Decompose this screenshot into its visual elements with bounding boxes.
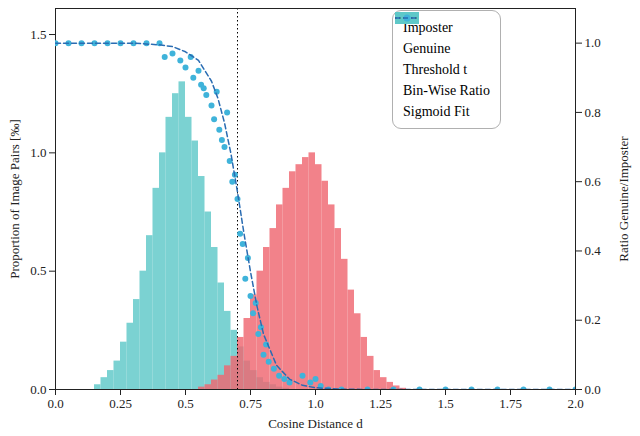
html-text:Genuine: Genuine bbox=[403, 40, 451, 56]
html-text:Sigmoid Fit: Sigmoid Fit bbox=[403, 103, 470, 119]
html-text:Threshold t: Threshold t bbox=[403, 61, 468, 77]
svg-text:2.0: 2.0 bbox=[567, 396, 583, 411]
svg-text:0.75: 0.75 bbox=[239, 396, 262, 411]
svg-text:0.5: 0.5 bbox=[30, 263, 46, 278]
svg-text:0.4: 0.4 bbox=[585, 243, 602, 258]
svg-text:0.5: 0.5 bbox=[177, 396, 193, 411]
svg-text:0.6: 0.6 bbox=[585, 174, 602, 189]
svg-text:1.0: 1.0 bbox=[307, 396, 323, 411]
svg-text:1.0: 1.0 bbox=[585, 35, 601, 50]
html-text:Imposter: Imposter bbox=[403, 19, 453, 35]
svg-text:0.0: 0.0 bbox=[30, 382, 46, 397]
svg-text:0.25: 0.25 bbox=[109, 396, 132, 411]
svg-text:1.25: 1.25 bbox=[369, 396, 392, 411]
svg-text:0.8: 0.8 bbox=[585, 105, 601, 120]
svg-text:1.0: 1.0 bbox=[30, 145, 46, 160]
svg-text:Cosine Distance d: Cosine Distance d bbox=[268, 416, 363, 431]
svg-text:1.5: 1.5 bbox=[437, 396, 453, 411]
svg-text:0.0: 0.0 bbox=[585, 382, 601, 397]
html-text:Bin-Wise Ratio: Bin-Wise Ratio bbox=[403, 82, 490, 98]
svg-text:1.75: 1.75 bbox=[499, 396, 522, 411]
svg-text:0.0: 0.0 bbox=[47, 396, 63, 411]
svg-text:Proportion of Image Pairs [‰]: Proportion of Image Pairs [‰] bbox=[7, 119, 22, 279]
svg-text:Ratio Genuine/Imposter: Ratio Genuine/Imposter bbox=[616, 136, 631, 262]
svg-text:1.5: 1.5 bbox=[30, 27, 46, 42]
svg-text:0.2: 0.2 bbox=[585, 312, 601, 327]
